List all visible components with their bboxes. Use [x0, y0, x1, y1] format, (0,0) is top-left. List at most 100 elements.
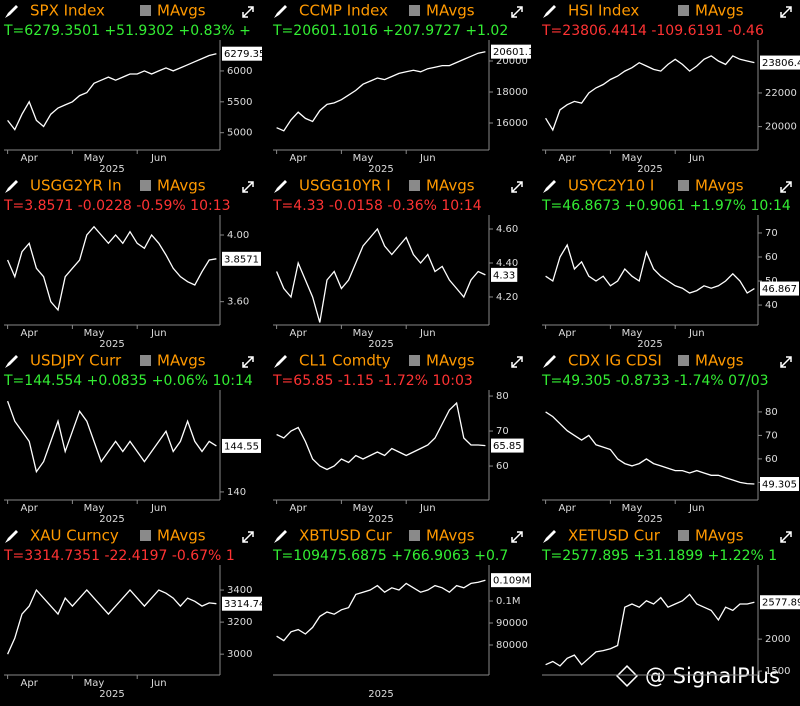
- last-value-box: [760, 281, 799, 296]
- chart-panel: CDX IG CDSI MAvgs T=49.305 -0.8733 -1.74% …: [541, 352, 799, 525]
- y-tick-label: 18000: [496, 87, 528, 98]
- x-tick-label: Apr: [21, 153, 39, 164]
- legend-checkbox: [140, 355, 151, 366]
- chart-title: USYC2Y10 I: [568, 177, 654, 195]
- y-tick-label: 80: [765, 407, 778, 418]
- pencil-icon: [5, 180, 18, 193]
- y-tick-label: 4.40: [496, 258, 518, 269]
- legend-label: MAvgs: [426, 527, 475, 545]
- y-tick-label: 3000: [227, 649, 252, 660]
- legend-label: MAvgs: [426, 352, 475, 370]
- x-tick-label: Jun: [150, 503, 167, 514]
- x-tick-label: Jun: [150, 678, 167, 689]
- quote-info: T=144.554 +0.0835 +0.06% 10:14: [3, 373, 253, 389]
- x-tick-label: May: [353, 153, 374, 164]
- quote-info: T=2577.895 +31.1899 +1.22% 1: [541, 548, 777, 564]
- y-tick-label: 4.20: [496, 292, 518, 303]
- legend-checkbox: [409, 180, 420, 191]
- x-axis-label: 2025: [368, 164, 393, 175]
- pencil-icon: [274, 355, 287, 368]
- expand-icon: [511, 531, 523, 543]
- y-tick-label: 4.00: [227, 230, 249, 241]
- y-tick-label: 16000: [496, 118, 528, 129]
- expand-icon: [780, 356, 792, 368]
- last-value-label: 144.55: [224, 441, 259, 452]
- legend-label: MAvgs: [695, 2, 744, 20]
- last-value-label: 3.8571: [224, 254, 259, 265]
- chart-panel: USYC2Y10 I MAvgs T=46.8673 +0.9061 +1.97% …: [541, 177, 799, 350]
- expand-icon: [242, 6, 254, 18]
- quote-info: T=23806.4414 -109.6191 -0.46: [541, 23, 764, 39]
- x-tick-label: Apr: [559, 153, 577, 164]
- last-value-label: 6279.35: [224, 49, 265, 60]
- y-tick-label: 40: [765, 300, 778, 311]
- pencil-icon: [543, 5, 556, 18]
- quote-info: T=49.305 -0.8733 -1.74% 07/03: [541, 373, 769, 389]
- expand-icon: [511, 6, 523, 18]
- x-tick-label: Jun: [419, 153, 436, 164]
- y-tick-label: 140: [227, 487, 246, 498]
- x-tick-label: Jun: [688, 503, 705, 514]
- price-line: [276, 401, 486, 471]
- last-value-box: [760, 477, 799, 492]
- legend-checkbox: [409, 355, 420, 366]
- legend-checkbox: [678, 530, 689, 541]
- pencil-icon: [5, 5, 18, 18]
- y-tick-label: 80000: [496, 640, 528, 651]
- x-tick-label: Jun: [150, 328, 167, 339]
- chart-title: USDJPY Curr: [30, 352, 122, 370]
- x-tick-label: May: [84, 503, 105, 514]
- price-line: [545, 593, 755, 667]
- price-line: [545, 243, 755, 294]
- y-tick-label: 20000: [765, 122, 797, 133]
- x-axis-label: 2025: [99, 164, 124, 175]
- x-axis-label: 2025: [637, 339, 662, 350]
- quote-info: T=20601.1016 +207.9727 +1.02: [272, 23, 508, 39]
- chart-panel: USGG2YR In MAvgs T=3.8571 -0.0228 -0.59% 1…: [3, 177, 261, 348]
- y-tick-label: 0.1M: [496, 596, 521, 607]
- x-tick-label: May: [622, 328, 643, 339]
- legend-label: MAvgs: [157, 352, 206, 370]
- last-value-box: [222, 438, 261, 453]
- price-line: [276, 227, 486, 323]
- y-tick-label: 60: [765, 252, 778, 263]
- pencil-icon: [5, 530, 18, 543]
- x-tick-label: Jun: [688, 328, 705, 339]
- chart-title: XAU Curncy: [30, 527, 119, 545]
- x-tick-label: May: [622, 153, 643, 164]
- chart-panel: HSI Index MAvgs T=23806.4414 -109.6191 -0.…: [541, 2, 800, 173]
- x-tick-label: May: [353, 503, 374, 514]
- chart-panel: CCMP Index MAvgs T=20601.1016 +207.9727 +1…: [272, 2, 531, 175]
- pencil-icon: [543, 355, 556, 368]
- x-axis-label: 2025: [368, 514, 393, 525]
- chart-title: XBTUSD Cur: [299, 527, 393, 545]
- x-tick-label: May: [84, 678, 105, 689]
- last-value-label: 46.867: [762, 284, 797, 295]
- x-tick-label: Jun: [150, 153, 167, 164]
- last-value-box: [491, 44, 531, 59]
- x-tick-label: May: [84, 328, 105, 339]
- y-tick-label: 3.60: [227, 297, 249, 308]
- price-line: [545, 411, 755, 485]
- x-axis-label: 2025: [637, 514, 662, 525]
- y-tick-label: 5500: [227, 97, 252, 108]
- chart-title: USGG10YR I: [299, 177, 391, 195]
- legend-checkbox: [678, 5, 689, 16]
- price-line: [545, 55, 755, 132]
- x-axis-label: 2025: [368, 339, 393, 350]
- last-value-box: [491, 573, 531, 588]
- last-value-label: 3314.74: [224, 599, 265, 610]
- legend-checkbox: [409, 530, 420, 541]
- x-tick-label: May: [84, 153, 105, 164]
- x-axis-label: 2025: [99, 514, 124, 525]
- pencil-icon: [274, 5, 287, 18]
- y-tick-label: 5000: [227, 128, 252, 139]
- price-line: [276, 51, 486, 132]
- chart-panel: XBTUSD Cur MAvgs T=109475.6875 +766.9063 +…: [272, 527, 531, 698]
- y-tick-label: 90000: [496, 618, 528, 629]
- chart-panel: USGG10YR I MAvgs T=4.33 -0.0158 -0.36% 10:…: [272, 177, 523, 350]
- price-line: [6, 400, 217, 474]
- price-line: [7, 225, 217, 312]
